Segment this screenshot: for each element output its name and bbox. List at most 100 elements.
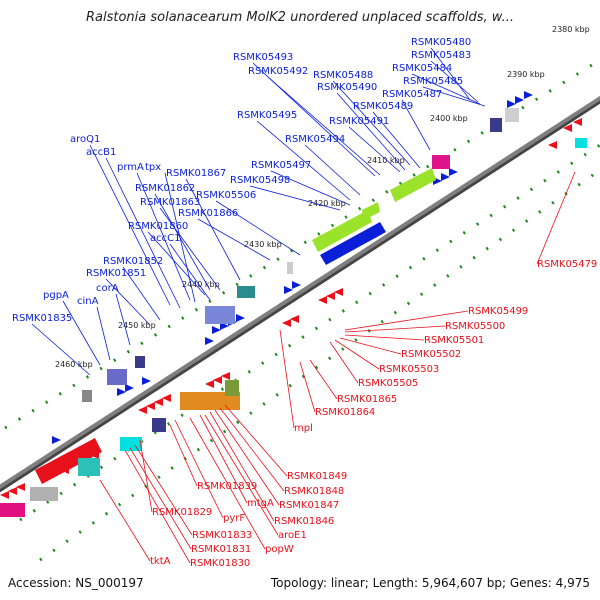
gene-label-forward: RSMK01863 (140, 197, 200, 208)
gene-label-reverse: RSMK05499 (468, 306, 528, 317)
forward-gene-arrow (507, 100, 516, 108)
reverse-leader-line (309, 359, 338, 400)
forward-gene-arrow (515, 96, 524, 104)
reverse-gene-block (35, 438, 102, 484)
forward-leader-line (164, 172, 196, 303)
gene-label-reverse: RSMK05479 (537, 259, 597, 270)
forward-gene-arrow (449, 168, 458, 176)
forward-leader-line (169, 243, 211, 301)
gene-label-reverse: RSMK01847 (279, 500, 339, 511)
colored-gene-box (78, 458, 100, 476)
reverse-gene-arrow (0, 491, 9, 499)
colored-gene-box (30, 487, 58, 501)
gene-label-reverse: RSMK05505 (358, 378, 418, 389)
gene-label-forward: RSMK05491 (329, 116, 389, 127)
reverse-gene-arrow (221, 372, 230, 380)
colored-gene-box (390, 168, 436, 202)
gene-label-forward: tpx (145, 162, 161, 173)
forward-leader-line (430, 47, 471, 101)
accession-label: Accession: NS_000197 (8, 576, 144, 590)
reverse-leader-line (199, 414, 248, 504)
gene-label-forward: corA (96, 283, 119, 294)
gene-label-forward: accC1 (150, 233, 180, 244)
reverse-gene-arrow (213, 376, 222, 384)
gene-label-forward: RSMK05485 (403, 76, 463, 87)
gene-label-reverse: RSMK01833 (192, 530, 252, 541)
gene-label-forward: RSMK05498 (230, 175, 290, 186)
gene-label-reverse: RSMK05502 (401, 349, 461, 360)
forward-leader-line (96, 306, 111, 361)
colored-gene-box (237, 286, 255, 298)
reverse-leader-line (224, 404, 288, 477)
colored-gene-box (107, 369, 127, 385)
reverse-gene-arrow (8, 487, 17, 495)
gene-label-forward: accB1 (86, 147, 116, 158)
reverse-leader-line (204, 414, 279, 536)
reverse-leader-line (134, 444, 193, 536)
gene-label-reverse: tktA (150, 556, 171, 567)
topology-stats: Topology: linear; Length: 5,964,607 bp; … (270, 576, 590, 590)
reverse-gene-arrow (318, 296, 327, 304)
forward-gene-block (320, 222, 386, 265)
colored-gene-box (490, 118, 502, 132)
forward-gene-arrow (212, 326, 221, 334)
gene-label-forward: RSMK05493 (233, 52, 293, 63)
reverse-gene-arrow (162, 394, 171, 402)
reverse-gene-arrow (334, 288, 343, 296)
gene-label-reverse: RSMK01849 (287, 471, 347, 482)
forward-leader-line (62, 300, 101, 366)
reverse-gene-arrow (573, 118, 582, 126)
gene-label-reverse: RSMK01864 (315, 407, 375, 418)
gene-label-reverse: mtgA (247, 498, 274, 509)
gene-label-forward: RSMK01862 (135, 183, 195, 194)
forward-leader-line (215, 200, 301, 256)
colored-gene-box (135, 356, 145, 368)
forward-leader-line (154, 193, 211, 291)
forward-leader-line (136, 172, 191, 301)
scale-label: 2390 kbp (507, 70, 545, 79)
scale-label: 2410 kbp (367, 156, 405, 165)
reverse-leader-line (139, 439, 153, 513)
forward-leader-line (411, 73, 481, 105)
forward-leader-line (197, 218, 271, 261)
gene-label-forward: RSMK01860 (128, 221, 188, 232)
forward-leader-line (115, 293, 131, 346)
reverse-gene-arrow (282, 319, 291, 327)
reverse-gene-arrow (154, 398, 163, 406)
lower-tick-row (39, 168, 600, 562)
gene-label-forward: RSMK05497 (251, 160, 311, 171)
colored-gene-box (575, 138, 587, 148)
colored-gene-box (287, 262, 293, 274)
forward-leader-line (105, 157, 181, 309)
colored-gene-box (82, 390, 92, 402)
reverse-leader-line (344, 334, 425, 341)
gene-label-forward: RSMK05494 (285, 134, 345, 145)
reverse-leader-line (344, 325, 446, 333)
reverse-gene-arrow (326, 292, 335, 300)
colored-gene-box (0, 503, 25, 517)
reverse-leader-line (329, 341, 359, 384)
reverse-leader-line (169, 424, 198, 487)
forward-leader-line (348, 126, 401, 173)
reverse-gene-arrow (16, 483, 25, 491)
colored-gene-box (505, 108, 519, 122)
gene-label-forward: RSMK05487 (382, 89, 442, 100)
forward-gene-arrow (52, 436, 61, 444)
reverse-gene-arrow (563, 124, 572, 132)
reverse-leader-line (344, 310, 469, 331)
gene-label-reverse: RSMK05500 (445, 321, 505, 332)
colored-gene-box (312, 210, 372, 252)
reverse-leader-line (536, 171, 576, 265)
gene-label-forward: RSMK05488 (313, 70, 373, 81)
gene-label-forward: RSMK01852 (103, 256, 163, 267)
forward-leader-line (185, 178, 241, 281)
forward-leader-line (147, 231, 206, 296)
forward-leader-line (122, 266, 161, 321)
scale-label: 2380 kbp (552, 25, 590, 34)
colored-gene-box (205, 306, 235, 324)
gene-label-reverse: RSMK01830 (190, 558, 250, 569)
reverse-leader-line (189, 417, 266, 550)
reverse-gene-arrow (205, 380, 214, 388)
colored-gene-box (432, 155, 450, 169)
